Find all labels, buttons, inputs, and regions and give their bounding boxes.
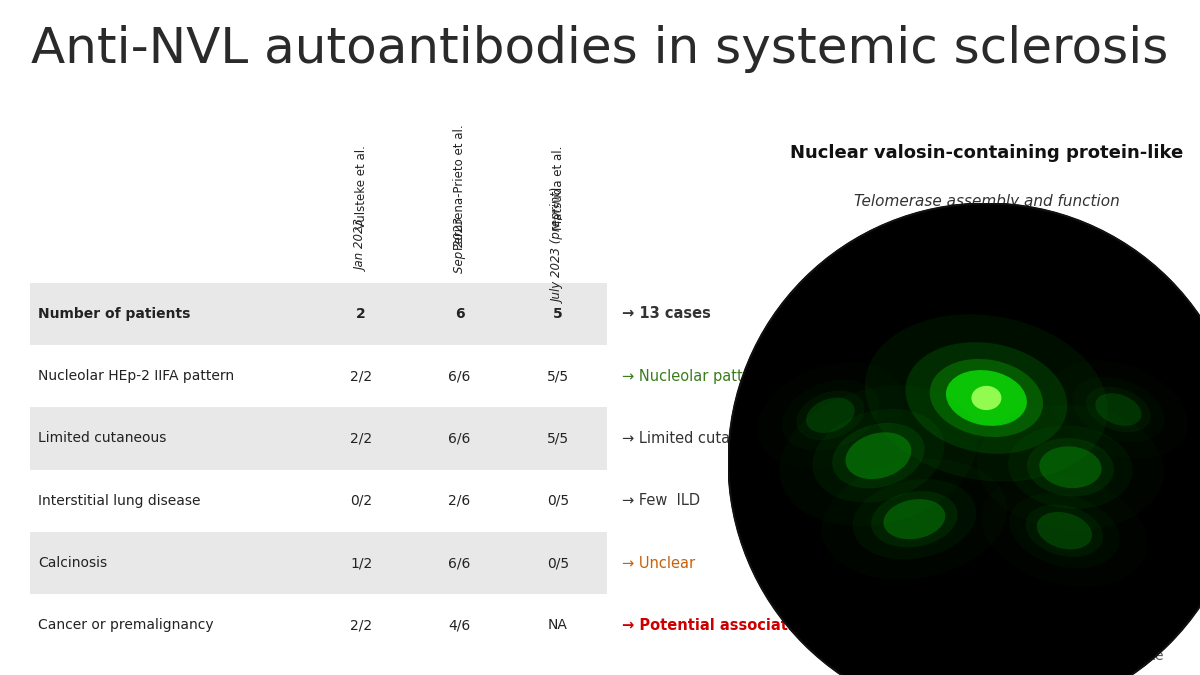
Text: 4/6: 4/6 (449, 618, 470, 632)
Text: 2: 2 (356, 306, 366, 321)
Ellipse shape (806, 398, 854, 433)
Text: 2/2: 2/2 (350, 431, 372, 446)
Text: 0/5: 0/5 (547, 556, 569, 570)
Text: Jan 2023: Jan 2023 (355, 219, 367, 271)
Ellipse shape (1026, 504, 1103, 557)
Text: 5: 5 (553, 306, 563, 321)
Ellipse shape (1072, 377, 1165, 442)
Ellipse shape (971, 386, 1001, 410)
Text: 2/2: 2/2 (350, 369, 372, 383)
Ellipse shape (852, 479, 977, 560)
Text: Sep 2023: Sep 2023 (454, 217, 466, 273)
Bar (30, 532, 607, 594)
Text: → Limited cutaneous: → Limited cutaneous (622, 431, 774, 446)
Ellipse shape (781, 380, 880, 451)
Ellipse shape (1039, 446, 1102, 488)
Ellipse shape (1096, 394, 1141, 426)
Text: → 13 cases: → 13 cases (622, 306, 710, 321)
Text: 0/2: 0/2 (350, 493, 372, 508)
Ellipse shape (846, 432, 911, 479)
Ellipse shape (1037, 512, 1092, 549)
Ellipse shape (812, 409, 944, 502)
Text: 6/6: 6/6 (449, 369, 470, 383)
Bar (30, 283, 607, 345)
Ellipse shape (1008, 425, 1133, 509)
Bar (30, 407, 607, 470)
Text: 6/6: 6/6 (449, 556, 470, 570)
Ellipse shape (1027, 438, 1114, 496)
Ellipse shape (833, 423, 924, 489)
Text: 6: 6 (455, 306, 464, 321)
Text: Vulsteke et al.: Vulsteke et al. (355, 145, 367, 230)
Text: 2/2: 2/2 (350, 618, 372, 632)
Text: 0/5: 0/5 (547, 493, 569, 508)
Ellipse shape (797, 391, 864, 440)
Ellipse shape (1086, 387, 1151, 433)
Text: 1/2: 1/2 (350, 556, 372, 570)
Text: Ribosome biogenesis: Ribosome biogenesis (906, 235, 1067, 250)
Text: → Few  ILD: → Few ILD (622, 493, 700, 508)
Ellipse shape (871, 491, 958, 547)
Ellipse shape (1009, 493, 1120, 568)
Text: Perurena-Prieto et al.: Perurena-Prieto et al. (454, 124, 466, 250)
Text: 5/5: 5/5 (547, 431, 569, 446)
Text: → Potential association: → Potential association (622, 618, 812, 633)
Text: @JBVulsteke: @JBVulsteke (1079, 649, 1164, 664)
Text: Calcinosis: Calcinosis (38, 556, 108, 570)
Text: Cancer or premalignancy: Cancer or premalignancy (38, 618, 214, 632)
Ellipse shape (946, 370, 1027, 426)
Ellipse shape (906, 342, 1067, 454)
Text: Nucleolar HEp-2 IIFA pattern: Nucleolar HEp-2 IIFA pattern (38, 369, 234, 383)
Ellipse shape (930, 359, 1043, 437)
Text: Matsuda et al.: Matsuda et al. (552, 145, 564, 230)
Text: Telomerase assembly and function: Telomerase assembly and function (853, 194, 1120, 209)
Ellipse shape (883, 499, 946, 539)
Text: 6/6: 6/6 (449, 431, 470, 446)
Text: Anti-NVL autoantibodies in systemic sclerosis: Anti-NVL autoantibodies in systemic scle… (31, 25, 1169, 73)
Ellipse shape (865, 315, 1108, 482)
Circle shape (728, 203, 1200, 675)
Text: NA: NA (548, 618, 568, 632)
Text: Limited cutaneous: Limited cutaneous (38, 431, 167, 446)
Text: Number of patients: Number of patients (38, 306, 191, 321)
Text: 5/5: 5/5 (547, 369, 569, 383)
Text: Interstitial lung disease: Interstitial lung disease (38, 493, 200, 508)
Text: 2/6: 2/6 (449, 493, 470, 508)
Text: July 2023 (preprint): July 2023 (preprint) (552, 188, 564, 302)
Text: Nuclear valosin-containing protein-like: Nuclear valosin-containing protein-like (790, 144, 1183, 162)
Text: → Unclear: → Unclear (622, 556, 695, 570)
Text: → Nucleolar pattern: → Nucleolar pattern (622, 369, 767, 383)
